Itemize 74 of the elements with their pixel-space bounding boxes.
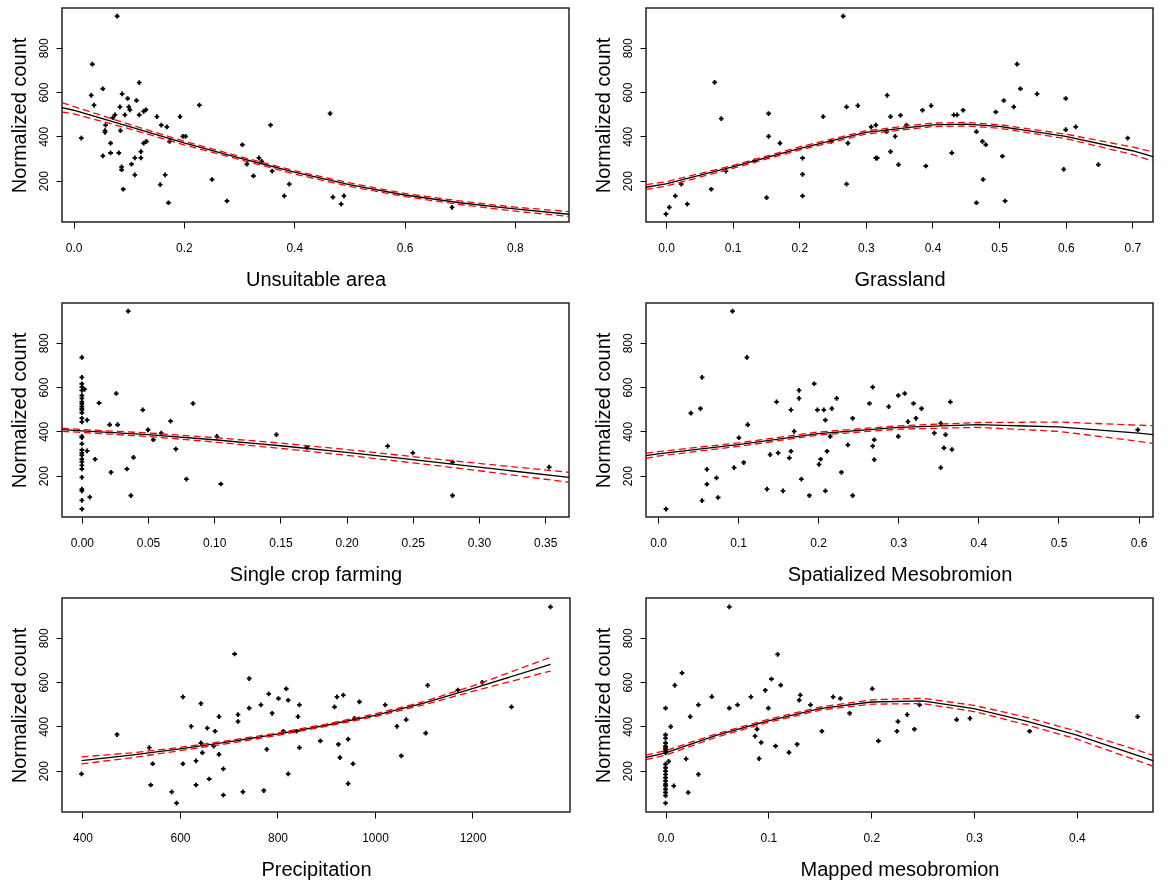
- x-axis-title: Mapped mesobromion: [800, 857, 1000, 880]
- y-tick-label: 400: [620, 716, 635, 737]
- x-tick-label: 0.05: [136, 535, 161, 550]
- y-tick-label: 200: [620, 465, 635, 487]
- y-axis-title: Normalized count: [7, 627, 30, 784]
- y-tick-label: 400: [36, 421, 51, 442]
- y-tick-label: 600: [36, 672, 51, 693]
- y-tick-label: 200: [620, 760, 635, 782]
- x-tick-label: 0.00: [70, 535, 95, 550]
- x-tick-label: 800: [267, 830, 289, 845]
- x-axis-title: Single crop farming: [229, 562, 403, 585]
- y-tick-label: 600: [620, 672, 635, 693]
- y-tick-label: 200: [36, 760, 51, 782]
- y-tick-label: 400: [36, 126, 51, 147]
- y-tick-label: 800: [620, 38, 635, 59]
- y-tick-label: 600: [620, 377, 635, 398]
- x-tick-label: 400: [72, 830, 94, 845]
- y-tick-label: 200: [36, 170, 51, 192]
- x-tick-label: 0.3: [890, 535, 908, 550]
- x-tick-label: 0.6: [1130, 535, 1148, 550]
- x-tick-label: 0.4: [924, 240, 942, 255]
- y-axis-title: Normalized count: [591, 37, 614, 194]
- y-tick-label: 600: [36, 377, 51, 398]
- x-tick-label: 0.4: [286, 240, 304, 255]
- x-tick-label: 600: [170, 830, 191, 845]
- x-tick-label: 0.35: [533, 535, 558, 550]
- x-tick-label: 0.6: [396, 240, 414, 255]
- x-tick-label: 0.5: [1050, 535, 1068, 550]
- x-tick-label: 0.2: [791, 240, 809, 255]
- y-axis-title: Normalized count: [7, 332, 30, 489]
- x-tick-label: 0.4: [1069, 830, 1087, 845]
- x-axis-title: Unsuitable area: [245, 267, 387, 290]
- y-axis-title: Normalized count: [591, 627, 614, 784]
- y-tick-label: 800: [620, 628, 635, 649]
- x-tick-label: 0.2: [863, 830, 881, 845]
- x-tick-label: 0.3: [966, 830, 984, 845]
- x-tick-label: 0.0: [657, 830, 675, 845]
- x-tick-label: 0.8: [507, 240, 525, 255]
- y-tick-label: 600: [620, 82, 635, 103]
- x-tick-label: 0.15: [269, 535, 293, 550]
- y-tick-label: 600: [36, 82, 51, 103]
- x-tick-label: 0.0: [650, 535, 668, 550]
- x-tick-label: 0.30: [467, 535, 492, 550]
- x-tick-label: 1000: [362, 830, 390, 845]
- x-axis-title: Spatialized Mesobromion: [787, 562, 1013, 585]
- x-tick-label: 0.6: [1057, 240, 1075, 255]
- x-tick-label: 0.7: [1124, 240, 1142, 255]
- x-tick-label: 0.0: [65, 240, 83, 255]
- x-tick-label: 0.3: [858, 240, 876, 255]
- x-tick-label: 0.0: [658, 240, 676, 255]
- x-tick-label: 0.4: [970, 535, 988, 550]
- x-tick-label: 0.2: [810, 535, 828, 550]
- y-tick-label: 400: [620, 126, 635, 147]
- y-tick-label: 800: [36, 38, 51, 59]
- y-tick-label: 400: [36, 716, 51, 737]
- x-tick-label: 0.1: [724, 240, 742, 255]
- x-tick-label: 0.1: [760, 830, 778, 845]
- y-tick-label: 200: [620, 170, 635, 192]
- y-tick-label: 200: [36, 465, 51, 487]
- y-axis-title: Normalized count: [7, 37, 30, 194]
- x-tick-label: 0.20: [335, 535, 360, 550]
- x-tick-label: 0.10: [203, 535, 227, 550]
- x-tick-label: 0.1: [730, 535, 748, 550]
- x-tick-label: 1200: [459, 830, 487, 845]
- x-axis-title: Grassland: [854, 267, 946, 290]
- y-axis-title: Normalized count: [591, 332, 614, 489]
- x-tick-label: 0.5: [991, 240, 1009, 255]
- y-tick-label: 800: [36, 628, 51, 649]
- x-tick-label: 0.2: [176, 240, 194, 255]
- y-tick-label: 400: [620, 421, 635, 442]
- y-tick-label: 800: [620, 333, 635, 354]
- y-tick-label: 800: [36, 333, 51, 354]
- x-tick-label: 0.25: [401, 535, 426, 550]
- x-axis-title: Precipitation: [261, 857, 372, 880]
